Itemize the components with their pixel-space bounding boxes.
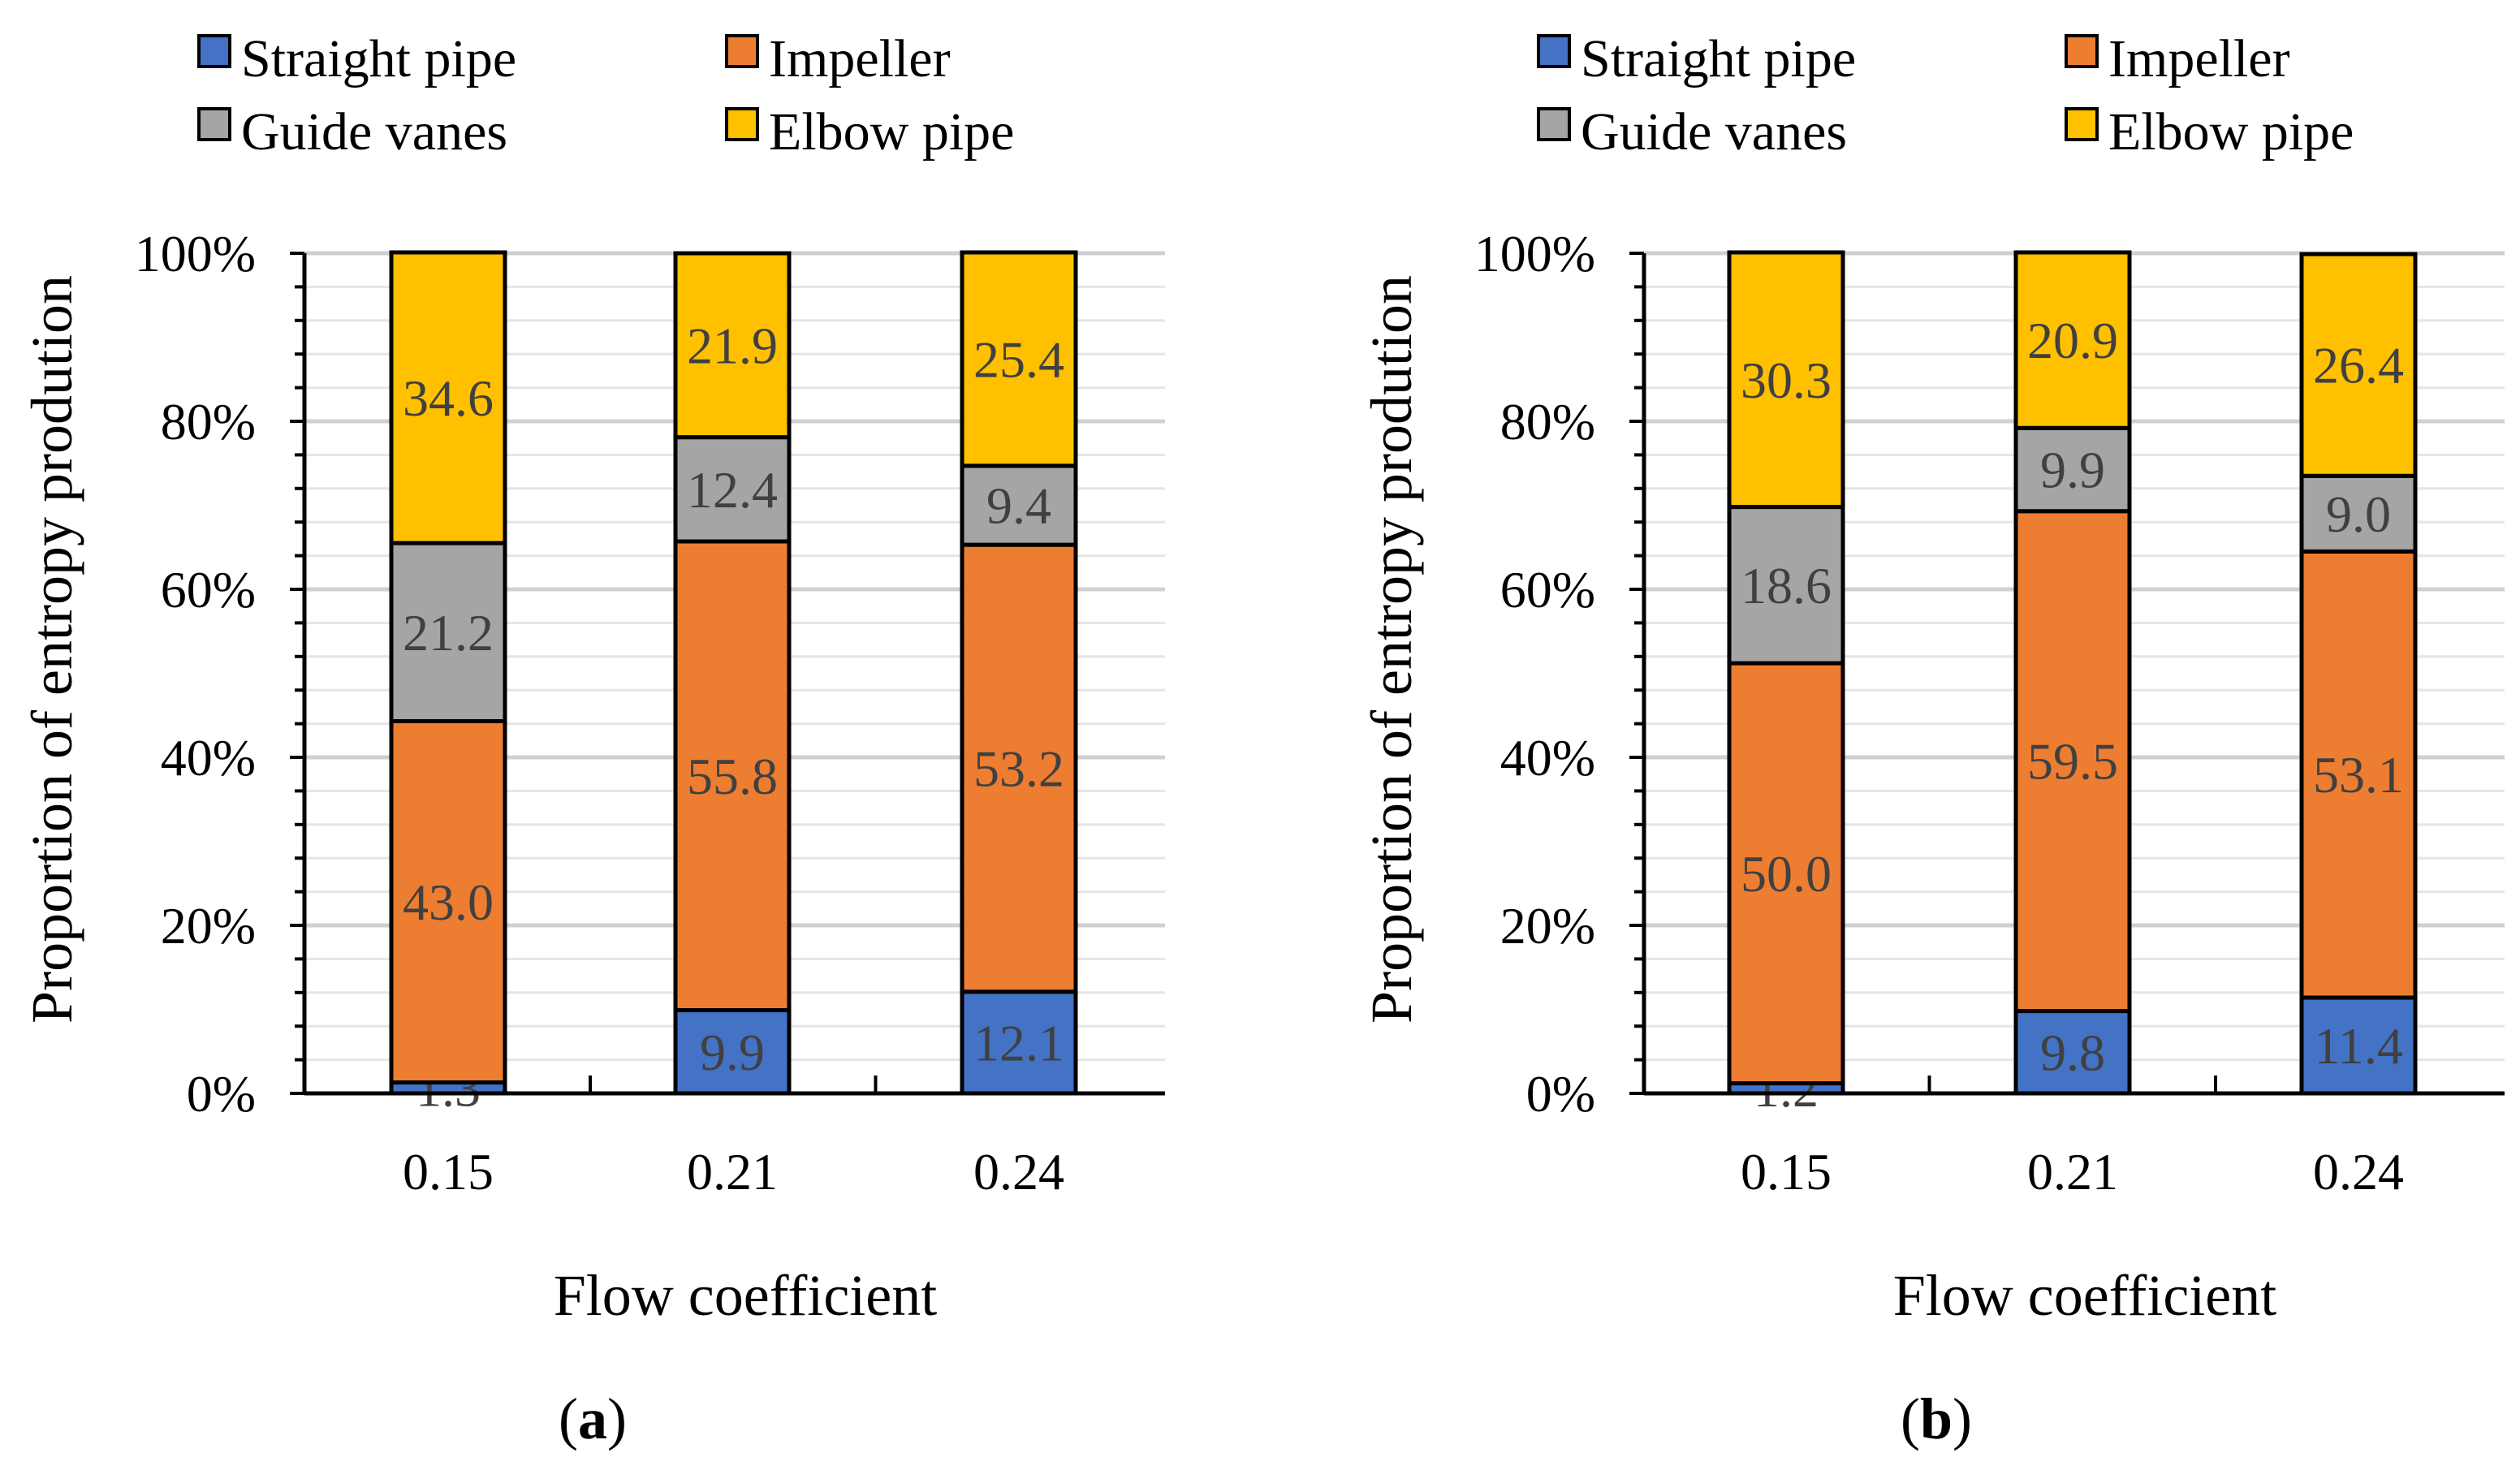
x-tick-label: 0.21 [687, 1143, 778, 1201]
legend-item-impeller: Impeller [725, 29, 951, 88]
y-tick-label: 60% [161, 561, 256, 619]
y-tick-label: 0% [187, 1065, 256, 1123]
legend-swatch [197, 107, 231, 141]
bar-group-0.15: 1.250.018.630.3 [1727, 250, 1845, 1118]
bar-segment-guide_vanes [960, 463, 1078, 547]
bar-segment-elbow_pipe [2299, 252, 2418, 478]
bar-segment-elbow_pipe [389, 250, 507, 545]
legend-swatch [725, 107, 759, 141]
panel-label: (b) [1901, 1386, 1972, 1451]
bars: 1.250.018.630.39.859.59.920.911.453.19.0… [1727, 250, 2418, 1118]
y-tick-label: 80% [161, 393, 256, 450]
data-label-impeller: 53.2 [973, 739, 1064, 797]
data-label-impeller: 53.1 [2313, 746, 2404, 804]
legend-label: Elbow pipe [2108, 102, 2354, 162]
y-tick-label: 0% [1526, 1065, 1595, 1123]
legend-label: Impeller [769, 29, 951, 88]
data-label-elbow_pipe: 21.9 [687, 317, 778, 374]
bar-group-0.21: 9.8 59.5 9.9 20.9 [2013, 250, 2132, 1096]
legend-label: Straight pipe [1581, 29, 1856, 88]
legend-item-straight_pipe: Straight pipe [197, 29, 516, 88]
data-label-guide_vanes: 9.4 [986, 477, 1051, 535]
legend-label: Guide vanes [1581, 102, 1847, 162]
x-tick-label: 0.21 [2027, 1143, 2118, 1201]
y-axis-title: Proportion of entropy prodution [1359, 275, 1424, 1024]
legend-item-guide_vanes: Guide vanes [1537, 102, 1847, 162]
x-tick-label: 0.24 [2313, 1143, 2404, 1201]
y-tick-label: 60% [1500, 561, 1595, 619]
data-label-straight_pipe: 11.4 [2314, 1017, 2403, 1075]
y-tick-label: 80% [1500, 393, 1595, 450]
x-tick-label: 0.15 [1741, 1143, 1832, 1201]
data-label-straight_pipe: 9.8 [2040, 1024, 2105, 1081]
data-label-impeller: 59.5 [2027, 733, 2118, 791]
x-axis-title: Flow coefficient [554, 1263, 938, 1328]
x-tick-label: 0.15 [403, 1143, 494, 1201]
legend-label: Impeller [2108, 29, 2290, 88]
legend-swatch [725, 34, 759, 68]
bar-segment-elbow_pipe [960, 250, 1078, 468]
chart-panel-a: Straight pipe Impeller Guide vanes Elbow pi… [19, 29, 1165, 1451]
bar-segment-guide_vanes [673, 435, 792, 544]
bar-segment-impeller [2299, 549, 2418, 1000]
legend-item-straight_pipe: Straight pipe [1537, 29, 1856, 88]
bar-segment-straight_pipe [673, 1008, 792, 1096]
bar-segment-impeller [960, 542, 1078, 994]
bar-segment-guide_vanes [389, 541, 507, 723]
legend-swatch [2065, 107, 2099, 141]
legend: Straight pipe Impeller Guide vanes Elbow pi… [1537, 29, 2354, 162]
legend-item-elbow_pipe: Elbow pipe [725, 102, 1014, 162]
legend-swatch [1537, 34, 1571, 68]
y-tick-label: 100% [135, 225, 256, 282]
data-label-guide_vanes: 9.9 [2040, 442, 2105, 499]
bars: 1.343.021.234.69.955.812.421.912.153.29.… [389, 250, 1078, 1117]
y-tick-label: 20% [1500, 897, 1595, 955]
bar-segment-elbow_pipe [2013, 250, 2132, 430]
data-label-impeller: 55.8 [687, 748, 778, 805]
legend-label: Elbow pipe [769, 102, 1014, 162]
bar-segment-elbow_pipe [673, 251, 792, 440]
bar-segment-guide_vanes [2299, 473, 2418, 554]
legend: Straight pipe Impeller Guide vanes Elbow pi… [197, 29, 1014, 162]
legend-item-impeller: Impeller [2065, 29, 2290, 88]
chart-panel-b: Straight pipe Impeller Guide vanes Elbow pi… [1359, 29, 2505, 1451]
y-tick-label: 40% [161, 729, 256, 787]
y-tick-label: 100% [1474, 225, 1595, 282]
data-label-elbow_pipe: 26.4 [2313, 337, 2404, 394]
legend-item-elbow_pipe: Elbow pipe [2065, 102, 2354, 162]
legend-swatch [197, 34, 231, 68]
data-label-elbow_pipe: 30.3 [1741, 351, 1832, 409]
y-axis-title: Proportion of entropy prodution [19, 275, 84, 1024]
x-tick-label: 0.24 [973, 1143, 1064, 1201]
data-label-elbow_pipe: 20.9 [2027, 312, 2118, 369]
data-label-impeller: 43.0 [403, 873, 494, 931]
legend-label: Guide vanes [241, 102, 507, 162]
data-label-straight_pipe: 9.9 [700, 1024, 765, 1081]
legend-item-guide_vanes: Guide vanes [197, 102, 507, 162]
data-label-impeller: 50.0 [1741, 845, 1832, 903]
data-label-guide_vanes: 12.4 [687, 461, 778, 519]
y-tick-label: 20% [161, 897, 256, 955]
bar-segment-elbow_pipe [1727, 250, 1845, 510]
bar-group-0.24: 12.1 53.2 9.4 25.4 [960, 250, 1078, 1096]
legend-swatch [1537, 107, 1571, 141]
x-axis-title: Flow coefficient [1893, 1263, 2277, 1328]
data-label-straight_pipe: 12.1 [973, 1014, 1064, 1071]
data-label-elbow_pipe: 34.6 [403, 369, 494, 427]
data-label-elbow_pipe: 25.4 [973, 330, 1064, 388]
panel-label: (a) [559, 1386, 627, 1451]
data-label-guide_vanes: 21.2 [403, 604, 494, 662]
bar-group-0.15: 1.343.021.234.6 [389, 250, 507, 1117]
bar-group-0.21: 9.9 55.8 12.4 21.9 [673, 251, 792, 1096]
bar-segment-straight_pipe [960, 989, 1078, 1096]
data-label-guide_vanes: 9.0 [2326, 485, 2391, 543]
legend-label: Straight pipe [241, 29, 516, 88]
legend-swatch [2065, 34, 2099, 68]
bar-group-0.24: 11.4 53.1 9.0 26.4 [2299, 252, 2418, 1096]
data-label-guide_vanes: 18.6 [1741, 557, 1832, 614]
y-tick-label: 40% [1500, 729, 1595, 787]
